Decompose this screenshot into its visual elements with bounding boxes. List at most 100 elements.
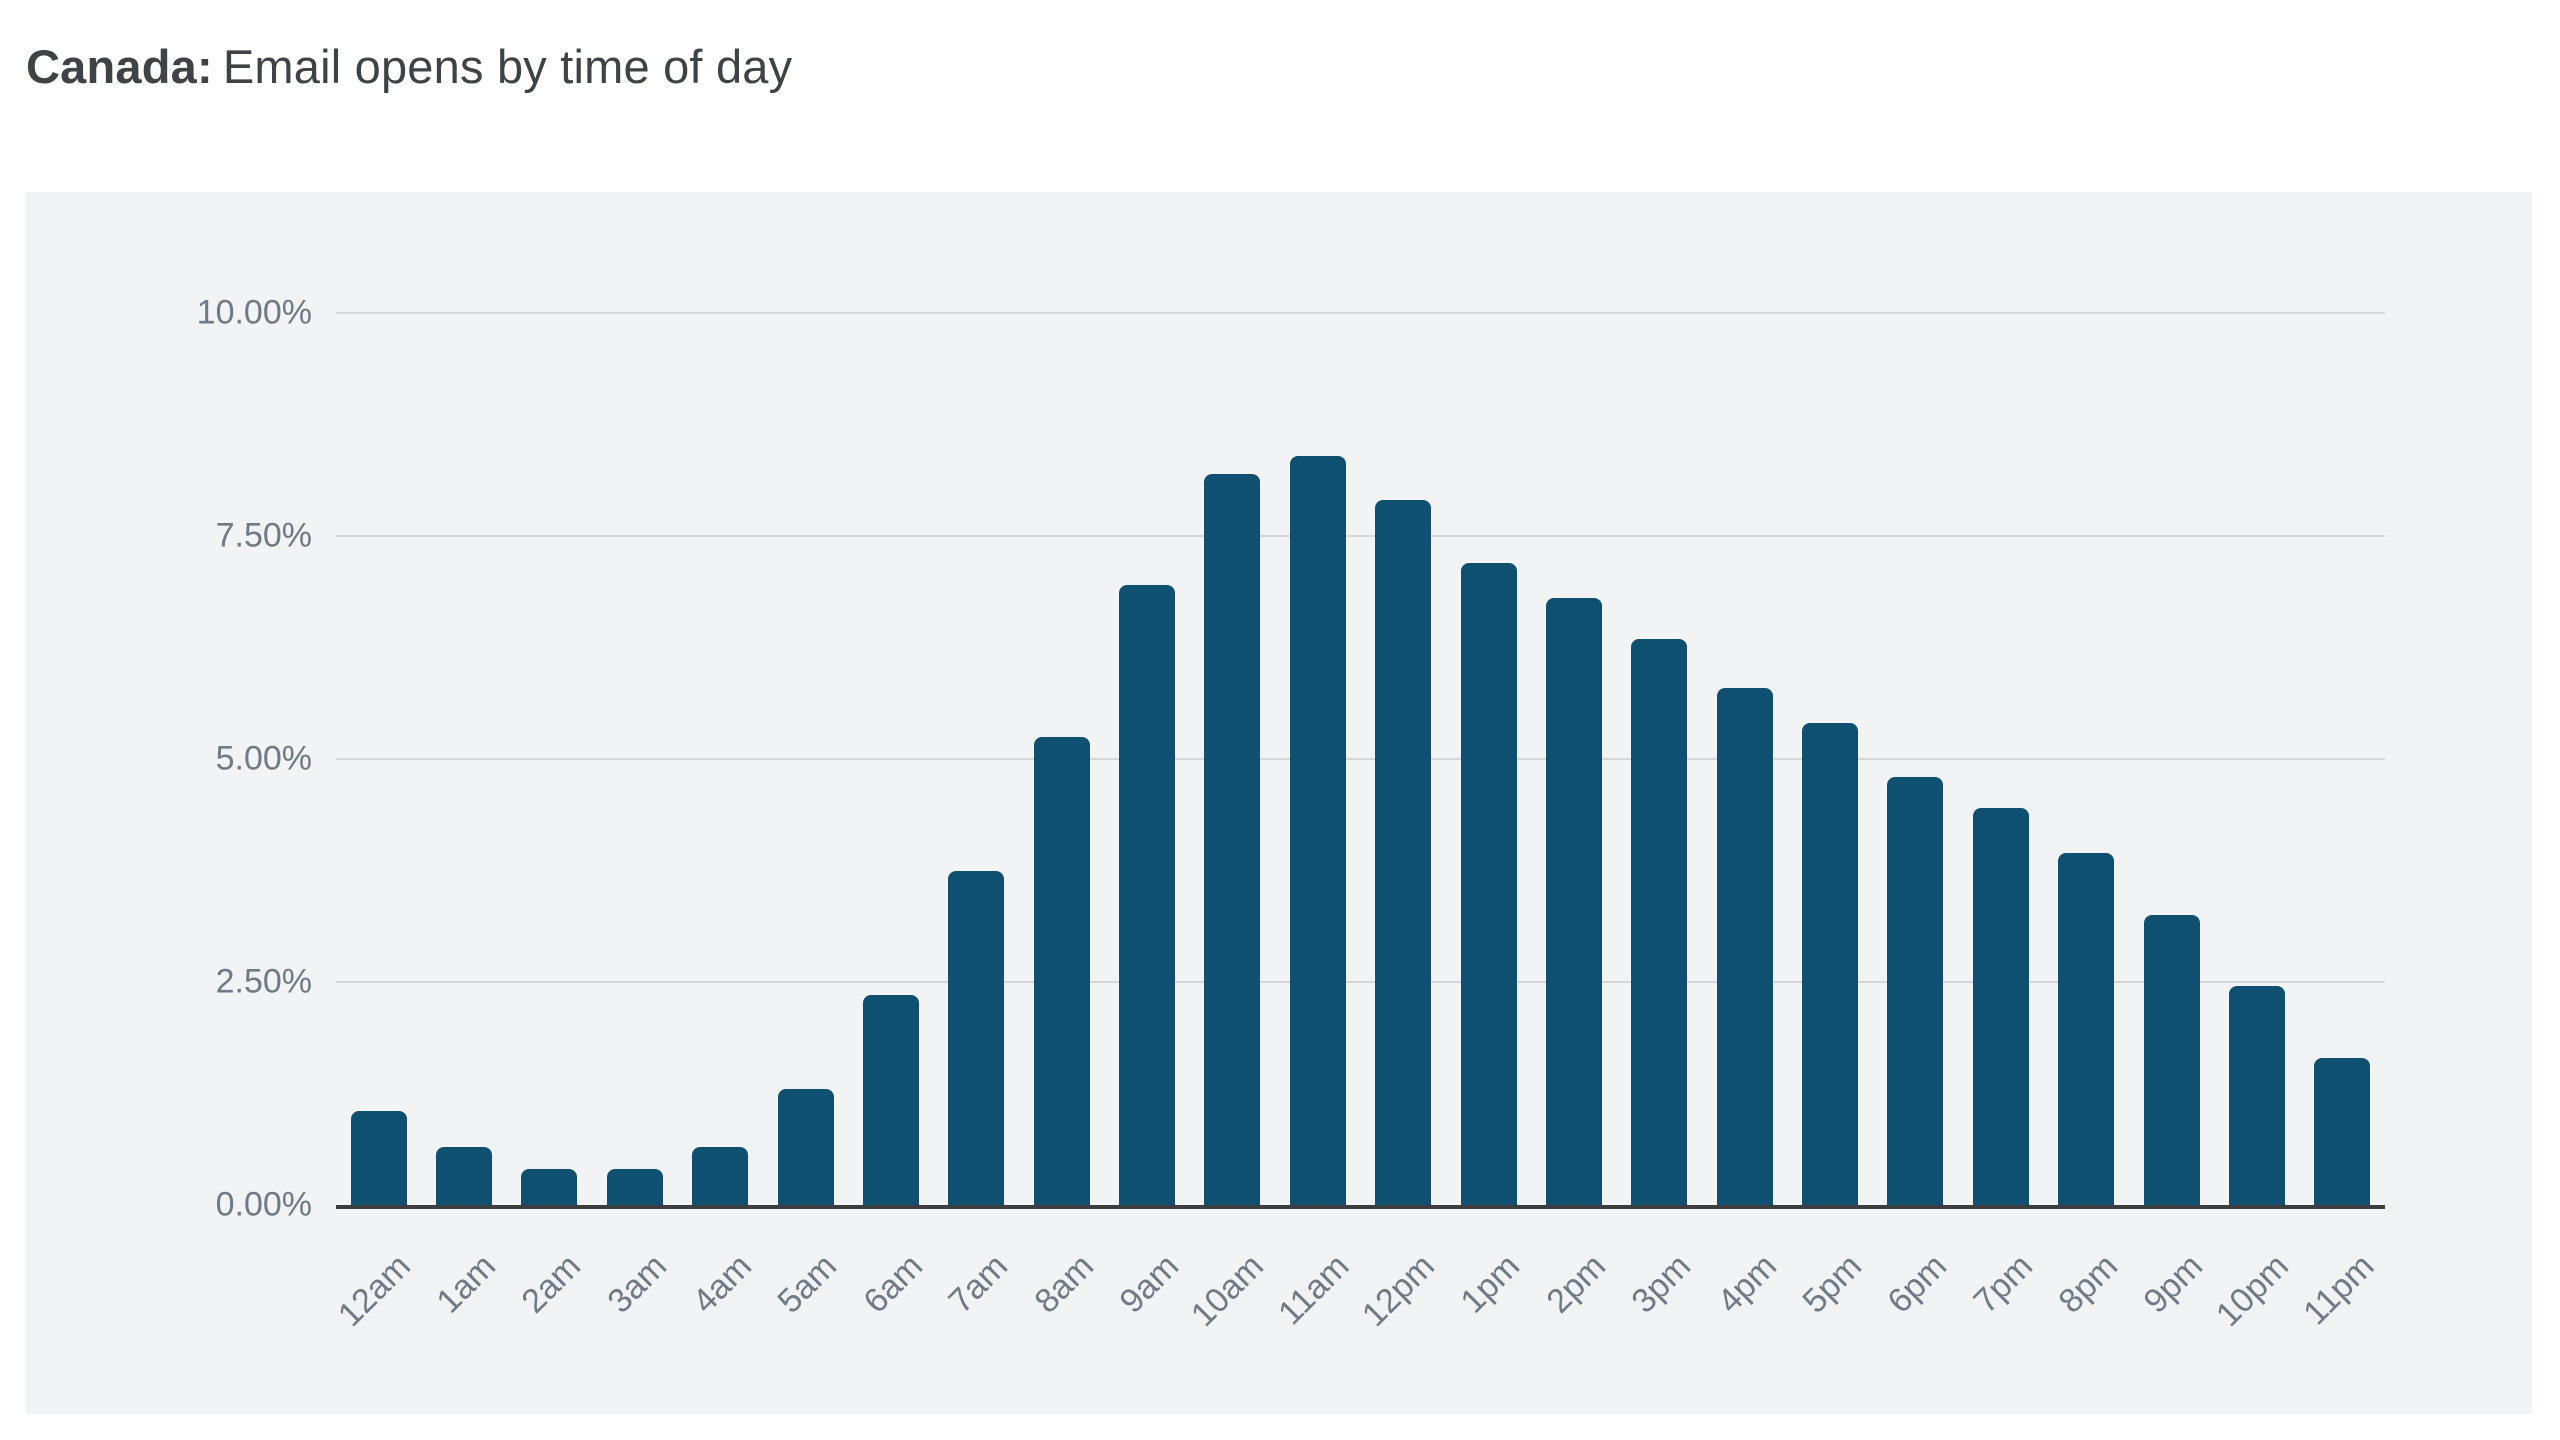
x-tick-slot-1pm: 1pm: [1446, 1209, 1531, 1414]
chart-title: Canada: Email opens by time of day: [26, 38, 792, 97]
bar-slot-10am: [1190, 313, 1275, 1205]
bar-3pm[interactable]: [1631, 638, 1688, 1205]
bar-12am[interactable]: [350, 1111, 407, 1205]
x-tick-slot-4am: 4am: [678, 1209, 763, 1414]
bar-slot-5pm: [1787, 313, 1872, 1205]
x-tick-label-2pm: 2pm: [1539, 1247, 1613, 1321]
y-tick-label-7.50%: 7.50%: [215, 516, 312, 555]
bar-slot-6pm: [1873, 313, 1958, 1205]
x-tick-label-5am: 5am: [770, 1247, 845, 1321]
x-tick-label-12pm: 12pm: [1355, 1247, 1443, 1335]
y-tick-label-10.00%: 10.00%: [196, 293, 312, 332]
x-tick-slot-3pm: 3pm: [1617, 1209, 1702, 1414]
bar-9pm[interactable]: [2143, 915, 2200, 1205]
bar-6am[interactable]: [862, 995, 919, 1205]
y-tick-label-0.00%: 0.00%: [215, 1185, 312, 1224]
x-tick-slot-12pm: 12pm: [1355, 1209, 1446, 1414]
y-tick-label-2.50%: 2.50%: [215, 962, 312, 1001]
x-axis-labels: 12am 1am 2am 3am 4am 5am 6am 7am 8am 9am 10am 11am 1…: [331, 1209, 2385, 1414]
x-tick-slot-2am: 2am: [507, 1209, 592, 1414]
x-tick-slot-4pm: 4pm: [1702, 1209, 1787, 1414]
x-tick-slot-11am: 11am: [1271, 1209, 1360, 1414]
x-tick-slot-2pm: 2pm: [1531, 1209, 1616, 1414]
bar-2am[interactable]: [521, 1169, 578, 1205]
bar-8pm[interactable]: [2058, 852, 2115, 1205]
bar-slot-3pm: [1617, 313, 1702, 1205]
bar-slot-9pm: [2129, 313, 2214, 1205]
bar-slot-6am: [848, 313, 933, 1205]
x-tick-slot-3am: 3am: [592, 1209, 677, 1414]
bar-8am[interactable]: [1033, 736, 1090, 1205]
bar-slot-4am: [678, 313, 763, 1205]
bar-slot-5am: [763, 313, 848, 1205]
gridline-2.50%: [336, 981, 2385, 983]
bar-7am[interactable]: [948, 870, 1005, 1205]
bar-slot-11pm: [2300, 313, 2385, 1205]
bar-slot-2pm: [1531, 313, 1616, 1205]
x-tick-label-1am: 1am: [429, 1247, 503, 1321]
x-tick-slot-10am: 10am: [1184, 1209, 1275, 1414]
bar-6pm[interactable]: [1887, 776, 1944, 1205]
x-tick-label-7am: 7am: [941, 1247, 1016, 1321]
x-tick-slot-9am: 9am: [1104, 1209, 1189, 1414]
x-tick-label-2am: 2am: [514, 1247, 589, 1321]
bar-slot-8am: [1019, 313, 1104, 1205]
bar-1am[interactable]: [436, 1147, 493, 1205]
gridline-10.00%: [336, 312, 2385, 314]
x-tick-label-3pm: 3pm: [1624, 1247, 1699, 1321]
bar-11am[interactable]: [1289, 455, 1346, 1205]
x-tick-slot-9pm: 9pm: [2129, 1209, 2214, 1414]
bar-slot-1pm: [1446, 313, 1531, 1205]
bar-slot-3am: [592, 313, 677, 1205]
bar-4pm[interactable]: [1716, 687, 1773, 1205]
x-tick-slot-5am: 5am: [763, 1209, 848, 1414]
bars-layer: [336, 313, 2385, 1205]
bar-7pm[interactable]: [1972, 808, 2029, 1205]
x-tick-label-8am: 8am: [1026, 1247, 1101, 1321]
bar-3am[interactable]: [606, 1169, 663, 1205]
x-tick-slot-12am: 12am: [331, 1209, 421, 1414]
chart-panel: 0.00% 2.50% 5.00% 7.50% 10.00% 12am 1am 2am 3am…: [26, 192, 2532, 1414]
bar-11pm[interactable]: [2314, 1057, 2371, 1205]
x-tick-label-4am: 4am: [685, 1247, 760, 1321]
x-tick-label-12am: 12am: [330, 1247, 418, 1335]
x-tick-slot-5pm: 5pm: [1787, 1209, 1872, 1414]
bar-10am[interactable]: [1204, 473, 1261, 1205]
x-tick-label-9pm: 9pm: [2136, 1247, 2211, 1321]
x-tick-label-10pm: 10pm: [2208, 1247, 2296, 1335]
x-tick-slot-10pm: 10pm: [2209, 1209, 2299, 1414]
bar-slot-8pm: [2044, 313, 2129, 1205]
bar-slot-4pm: [1702, 313, 1787, 1205]
bar-10pm[interactable]: [2228, 986, 2285, 1205]
gridline-5.00%: [336, 758, 2385, 760]
bar-slot-7pm: [1958, 313, 2043, 1205]
x-tick-label-3am: 3am: [600, 1247, 674, 1321]
bar-slot-7am: [934, 313, 1019, 1205]
x-tick-slot-6am: 6am: [848, 1209, 933, 1414]
x-tick-label-6pm: 6pm: [1880, 1247, 1955, 1321]
y-tick-label-5.00%: 5.00%: [215, 739, 312, 778]
x-tick-slot-11pm: 11pm: [2296, 1209, 2385, 1414]
bar-slot-10pm: [2214, 313, 2299, 1205]
x-tick-label-8pm: 8pm: [2051, 1247, 2126, 1321]
bar-4am[interactable]: [692, 1147, 749, 1205]
x-tick-label-4pm: 4pm: [1709, 1247, 1784, 1321]
x-tick-slot-7pm: 7pm: [1958, 1209, 2043, 1414]
chart-title-text: Email opens by time of day: [222, 40, 793, 93]
bar-5pm[interactable]: [1802, 723, 1859, 1205]
x-tick-label-9am: 9am: [1112, 1247, 1186, 1321]
bar-slot-12am: [336, 313, 421, 1205]
bar-9am[interactable]: [1119, 585, 1176, 1205]
x-tick-slot-7am: 7am: [934, 1209, 1019, 1414]
bar-5am[interactable]: [777, 1089, 834, 1205]
bar-2pm[interactable]: [1545, 598, 1602, 1205]
x-tick-label-1pm: 1pm: [1453, 1247, 1528, 1321]
gridline-7.50%: [336, 535, 2385, 537]
bar-1pm[interactable]: [1460, 562, 1517, 1205]
bar-12pm[interactable]: [1375, 500, 1432, 1205]
bar-slot-11am: [1275, 313, 1360, 1205]
x-tick-slot-8am: 8am: [1019, 1209, 1104, 1414]
bar-slot-2am: [507, 313, 592, 1205]
x-tick-slot-1am: 1am: [421, 1209, 506, 1414]
bar-slot-1am: [421, 313, 506, 1205]
